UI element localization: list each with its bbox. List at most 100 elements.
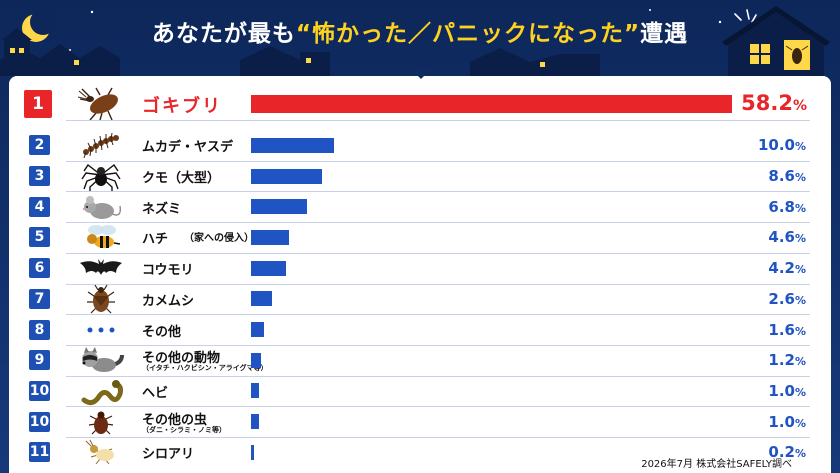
value-label: 58.2% [717,91,807,115]
value-unit: % [794,416,806,430]
termite-icon [78,437,124,467]
snake-icon [78,376,124,406]
value-number: 58.2 [741,91,793,115]
house-silhouettes-middle [240,46,600,76]
value-number: 1.6 [768,320,795,339]
value-bar [251,168,323,184]
value-label: 10.0% [716,136,806,154]
rank-badge: 8 [29,319,50,340]
rank-badge: 10 [29,411,50,432]
value-number: 4.6 [768,228,795,247]
value-unit: % [794,171,806,185]
value-label: 4.6% [716,228,806,246]
dots-icon [78,315,124,345]
panel-notch [412,70,430,79]
mouse-icon [78,192,124,222]
item-sublabel: （イタチ・ハクビシン・アライグマ等） [142,364,268,373]
rank-badge: 1 [24,90,52,118]
value-label: 1.0% [716,413,806,431]
centipede-icon [78,130,124,160]
value-number: 6.8 [768,197,795,216]
row-divider [66,283,810,285]
value-number: 1.0 [768,381,795,400]
value-number: 2.6 [768,289,795,308]
item-label: シロアリ [142,447,195,463]
value-unit: % [794,385,806,399]
row-divider [66,406,810,408]
value-unit: % [794,355,806,369]
value-label: 6.8% [716,198,806,216]
row-divider [66,314,810,316]
rank-badge: 4 [29,196,50,217]
value-number: 1.2 [768,351,795,370]
value-bar [251,291,273,307]
value-number: 1.0 [768,412,795,431]
item-label: その他の動物 [142,351,221,367]
value-unit: % [794,263,806,277]
item-sublabel: （家への侵入） [184,233,254,245]
cockroach-icon [77,87,124,121]
value-number: 8.6 [768,167,795,186]
value-bar [251,95,732,113]
row-divider [66,252,810,254]
title-highlight: “怖かった／パニックになった” [295,21,641,47]
item-label: ヘビ [142,385,169,401]
value-unit: % [794,232,806,246]
value-bar [251,260,286,276]
stinkbug-icon [78,284,124,314]
rank-badge: 5 [29,227,50,248]
value-label: 4.2% [716,259,806,277]
value-bar [251,444,254,460]
sparkle-icon [734,9,757,23]
house-icon [722,6,830,76]
value-bar [251,137,334,153]
ranking-panel [9,76,831,473]
value-bar [251,322,265,338]
value-label: 2.6% [716,290,806,308]
value-unit: % [794,447,806,461]
row-divider [66,375,810,377]
row-divider [66,222,810,224]
value-label: 1.6% [716,321,806,339]
wasp-icon [78,222,124,252]
item-label: カメムシ [142,293,195,309]
value-label: 8.6% [716,167,806,185]
value-unit: % [794,293,806,307]
value-unit: % [792,98,807,114]
page-title: あなたが最も“怖かった／パニックになった”遭遇 [0,14,840,48]
value-number: 4.2 [768,259,795,278]
row-divider [66,437,810,438]
rank-badge: 9 [29,350,50,371]
rank-badge: 10 [29,380,50,401]
item-label: その他の虫 [142,412,208,428]
item-label: ネズミ [142,201,182,217]
rank-badge: 7 [29,288,50,309]
value-bar [251,414,260,430]
value-bar [251,229,290,245]
value-bar [251,199,308,215]
value-unit: % [794,324,806,338]
value-label: 1.2% [716,351,806,369]
value-unit: % [794,140,806,154]
moon-icon [22,9,56,42]
value-number: 0.2 [768,443,795,462]
value-unit: % [794,201,806,215]
source-note: 2026年7月 株式会社SAFELY調べ [641,459,792,470]
rank-badge: 6 [29,258,50,279]
value-number: 10.0 [757,136,795,155]
item-label: ハチ [142,232,169,248]
spider-icon [78,161,124,192]
row-divider [66,120,810,121]
item-label: ムカデ・ヤスデ [142,140,234,156]
rank-badge: 2 [29,135,50,156]
item-label: コウモリ [142,263,194,279]
value-bar [251,383,260,399]
row-divider [66,160,810,162]
row-divider [66,344,810,346]
bug-icon [78,407,124,437]
value-label: 1.0% [716,382,806,400]
value-bar [251,352,261,368]
house-silhouettes-left [0,28,120,76]
item-label: その他 [142,324,182,340]
